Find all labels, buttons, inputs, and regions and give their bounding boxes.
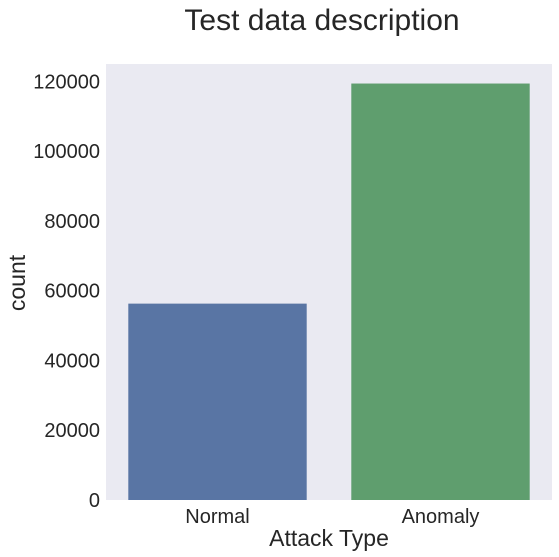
x-axis-label: Attack Type: [269, 525, 389, 551]
y-tick-label: 100000: [33, 141, 100, 163]
x-tick-label: Normal: [185, 506, 249, 528]
y-tick-label: 60000: [44, 281, 100, 303]
chart-title: Test data description: [184, 4, 459, 37]
y-tick-label: 0: [89, 490, 100, 512]
x-tick-label: Anomaly: [402, 506, 480, 528]
bar-anomaly: [351, 83, 530, 500]
y-axis-label: count: [4, 254, 30, 311]
bar-normal: [128, 303, 307, 500]
y-tick-label: 40000: [44, 350, 100, 372]
y-tick-label: 80000: [44, 211, 100, 233]
y-tick-label: 20000: [44, 420, 100, 442]
y-tick-label: 120000: [33, 71, 100, 93]
